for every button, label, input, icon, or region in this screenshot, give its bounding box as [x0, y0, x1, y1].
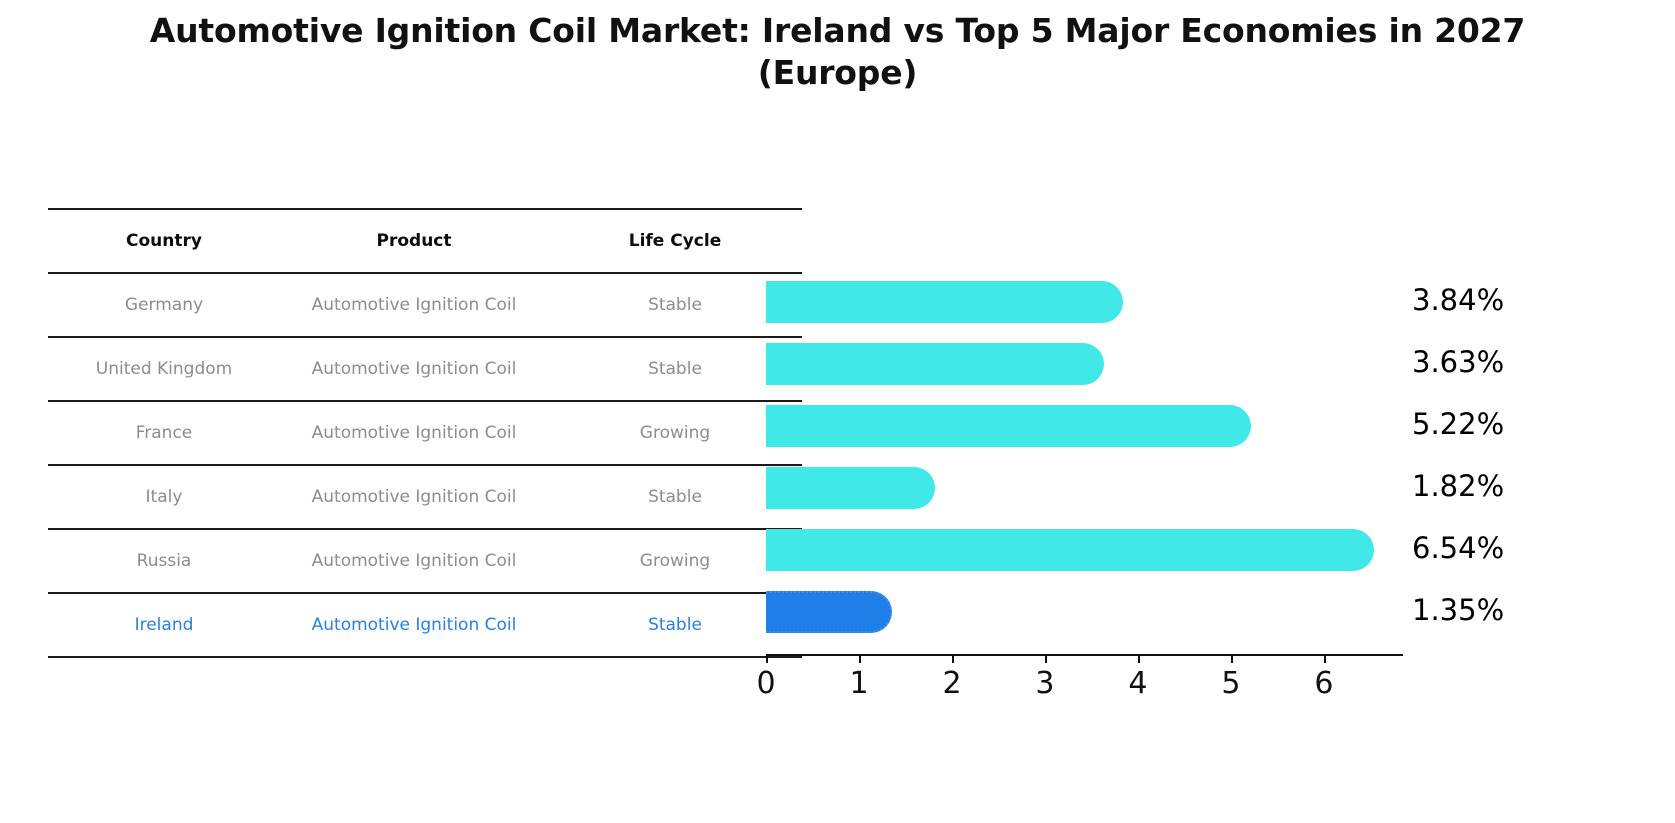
cell-life-cycle: Stable	[548, 593, 802, 658]
bar-russia	[766, 529, 1375, 571]
x-axis-tick	[1137, 654, 1140, 663]
bar-row: 3.84%	[766, 270, 1504, 332]
bar-row: 1.82%	[766, 456, 1504, 518]
table-row: United Kingdom Automotive Ignition Coil …	[48, 337, 802, 402]
cell-life-cycle: Growing	[548, 401, 802, 466]
x-axis: 0 1 2 3 4 5 6	[756, 654, 1406, 724]
x-axis-tick-label: 2	[942, 666, 962, 701]
title-line-1: Automotive Ignition Coil Market: Ireland…	[149, 11, 1526, 50]
x-axis-tick	[766, 654, 768, 663]
bar-united-kingdom	[766, 343, 1104, 385]
cell-product: Automotive Ignition Coil	[280, 401, 548, 466]
bar-ireland	[766, 591, 892, 633]
table-header: Country Product Life Cycle	[48, 209, 802, 273]
bar-chart-plot-area: 3.84% 3.63% 5.22% 1.82% 6.54% 1.35%	[766, 208, 1504, 660]
bar-value-label: 1.35%	[1412, 593, 1505, 627]
bar-value-label: 5.22%	[1412, 407, 1505, 441]
cell-product: Automotive Ignition Coil	[280, 273, 548, 338]
x-axis-tick	[1044, 654, 1047, 663]
table-body: Germany Automotive Ignition Coil Stable …	[48, 273, 802, 658]
x-axis-tick	[1230, 654, 1233, 663]
x-axis-tick	[1323, 654, 1326, 663]
x-axis-tick-label: 0	[756, 666, 776, 701]
table-row-highlighted: Ireland Automotive Ignition Coil Stable	[48, 593, 802, 658]
bar-row: 3.63%	[766, 332, 1504, 394]
x-axis-tick	[951, 654, 954, 663]
cell-product: Automotive Ignition Coil	[280, 465, 548, 530]
cell-life-cycle: Stable	[548, 337, 802, 402]
cell-product: Automotive Ignition Coil	[280, 337, 548, 402]
cell-country: France	[48, 401, 280, 466]
x-axis-tick-label: 4	[1128, 666, 1148, 701]
bar-row: 6.54%	[766, 518, 1504, 580]
x-axis-tick-label: 1	[849, 666, 869, 701]
cell-country: Italy	[48, 465, 280, 530]
cell-country: Germany	[48, 273, 280, 338]
cell-life-cycle: Stable	[548, 465, 802, 530]
x-axis-tick	[858, 654, 861, 663]
x-axis-tick-label: 6	[1314, 666, 1334, 701]
country-table: Country Product Life Cycle Germany Autom…	[48, 208, 802, 658]
bar-value-label: 3.84%	[1412, 283, 1505, 317]
bar-france	[766, 405, 1252, 447]
cell-life-cycle: Stable	[548, 273, 802, 338]
bar-italy	[766, 467, 936, 509]
cell-product: Automotive Ignition Coil	[280, 593, 548, 658]
bar-row: 1.35%	[766, 580, 1504, 642]
column-header-country: Country	[126, 231, 202, 251]
cell-life-cycle: Growing	[548, 529, 802, 594]
cell-country: Russia	[48, 529, 280, 594]
bar-value-label: 1.82%	[1412, 469, 1505, 503]
table-row: Italy Automotive Ignition Coil Stable	[48, 465, 802, 530]
table-header-row: Country Product Life Cycle	[48, 209, 802, 273]
cell-product: Automotive Ignition Coil	[280, 529, 548, 594]
bar-germany	[766, 281, 1124, 323]
table-row: France Automotive Ignition Coil Growing	[48, 401, 802, 466]
bar-row: 5.22%	[766, 394, 1504, 456]
bar-value-label: 6.54%	[1412, 531, 1505, 565]
title-line-2: (Europe)	[757, 53, 918, 93]
page-title: Automotive Ignition Coil Market: Ireland…	[0, 10, 1675, 94]
country-table-panel: Country Product Life Cycle Germany Autom…	[48, 208, 802, 658]
x-axis-line	[766, 654, 1403, 656]
column-header-life-cycle: Life Cycle	[628, 231, 722, 251]
cell-country: Ireland	[48, 593, 280, 658]
table-row: Russia Automotive Ignition Coil Growing	[48, 529, 802, 594]
table-row: Germany Automotive Ignition Coil Stable	[48, 273, 802, 338]
x-axis-tick-label: 5	[1221, 666, 1241, 701]
column-header-product: Product	[376, 231, 452, 251]
bar-value-label: 3.63%	[1412, 345, 1505, 379]
cell-country: United Kingdom	[48, 337, 280, 402]
x-axis-tick-label: 3	[1035, 666, 1055, 701]
